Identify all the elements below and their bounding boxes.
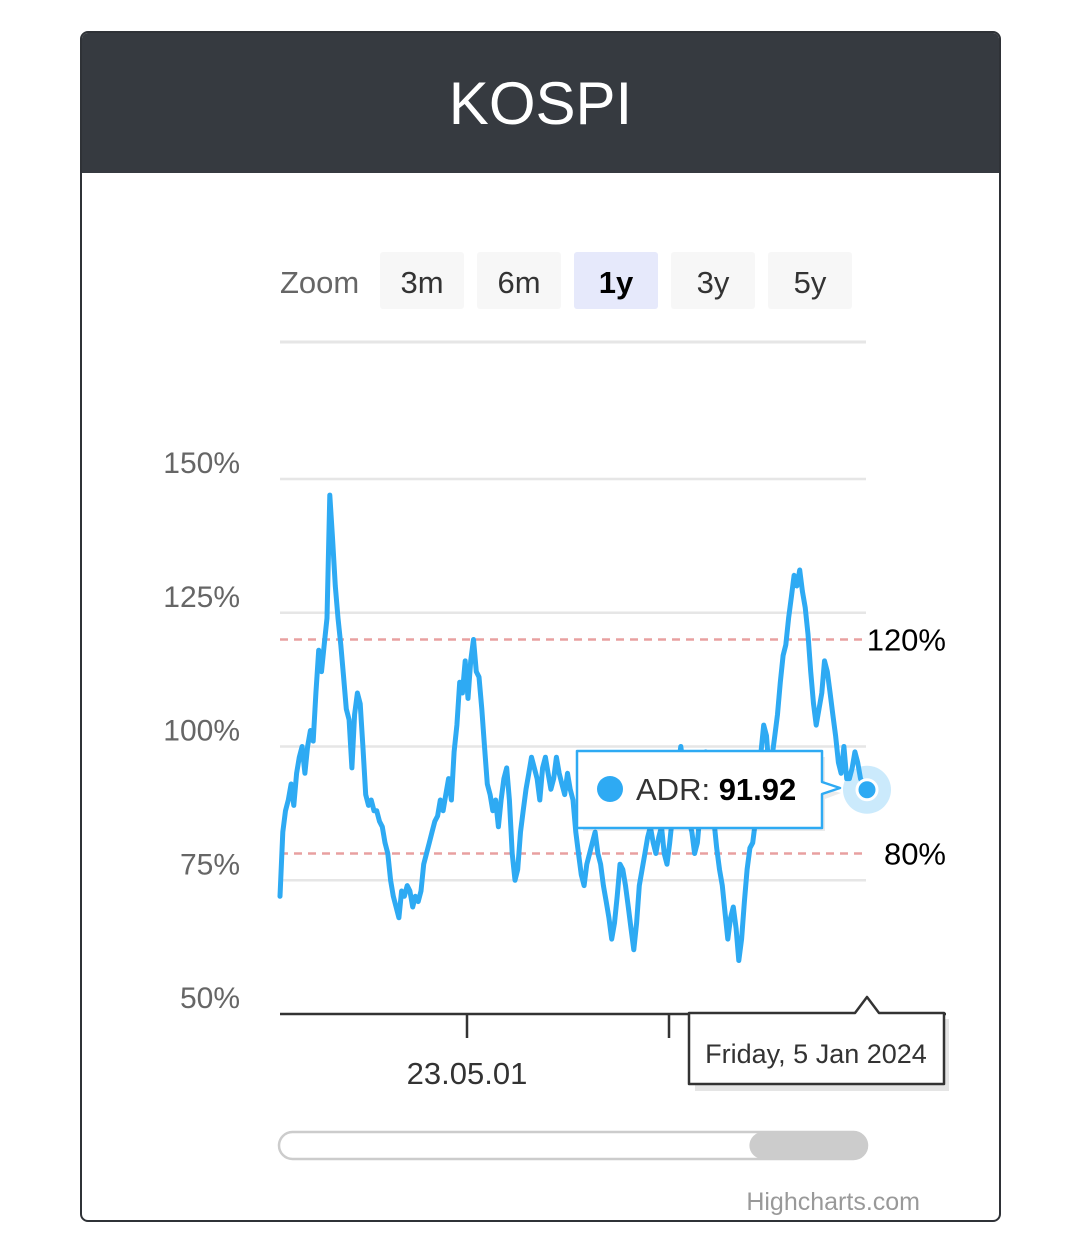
tooltip-series-dot [597, 776, 623, 802]
date-tooltip-text: Friday, 5 Jan 2024 [705, 1039, 927, 1069]
tooltip-text: ADR: 91.92 [636, 772, 796, 807]
tooltip-colon: : [701, 772, 718, 807]
chart-card: KOSPI [80, 31, 1001, 1222]
series-line-adr[interactable] [277, 492, 869, 963]
zoom-button-bg [380, 252, 464, 309]
zoom-button-3y[interactable]: 3y [671, 252, 755, 309]
series-tooltip: ADR: 91.92 [575, 749, 842, 831]
hover-point[interactable] [855, 778, 879, 802]
zoom-button-bg [768, 252, 852, 309]
tooltip-value: 91.92 [719, 772, 797, 807]
zoom-button-1y[interactable]: 1y [574, 252, 658, 309]
card-header: KOSPI [82, 33, 999, 173]
zoom-button-label: 3y [697, 265, 730, 300]
y-tick-label: 50% [180, 982, 240, 1015]
plot-line-label: 120% [867, 623, 946, 658]
y-tick-label: 150% [163, 447, 240, 480]
zoom-button-label: 1y [599, 265, 634, 300]
zoom-button-bg [477, 252, 561, 309]
scrollbar-thumb[interactable] [749, 1132, 867, 1159]
plot-line-label: 80% [884, 837, 946, 872]
zoom-button-3m[interactable]: 3m [380, 252, 464, 309]
date-tooltip-box [687, 995, 946, 1086]
y-tick-label: 125% [163, 581, 240, 614]
zoom-button-label: 6m [497, 265, 540, 300]
zoom-button-bg [574, 252, 658, 309]
date-tooltip: Friday, 5 Jan 2024 [687, 995, 949, 1091]
page-title: KOSPI [448, 70, 633, 137]
x-tick-label: 23.05.01 [407, 1056, 528, 1091]
y-tick-label: 75% [180, 848, 240, 881]
credits-link[interactable]: Highcharts.com [746, 1188, 920, 1216]
zoom-button-5y[interactable]: 5y [768, 252, 852, 309]
tooltip-series-name: ADR [636, 772, 701, 807]
tooltip-box [575, 749, 842, 830]
zoom-label: Zoom [280, 265, 359, 300]
navigator-scrollbar[interactable] [277, 1130, 869, 1161]
zoom-button-label: 5y [794, 265, 827, 300]
y-tick-label: 100% [163, 715, 240, 748]
zoom-button-bg [671, 252, 755, 309]
zoom-button-6m[interactable]: 6m [477, 252, 561, 309]
zoom-button-label: 3m [400, 265, 443, 300]
